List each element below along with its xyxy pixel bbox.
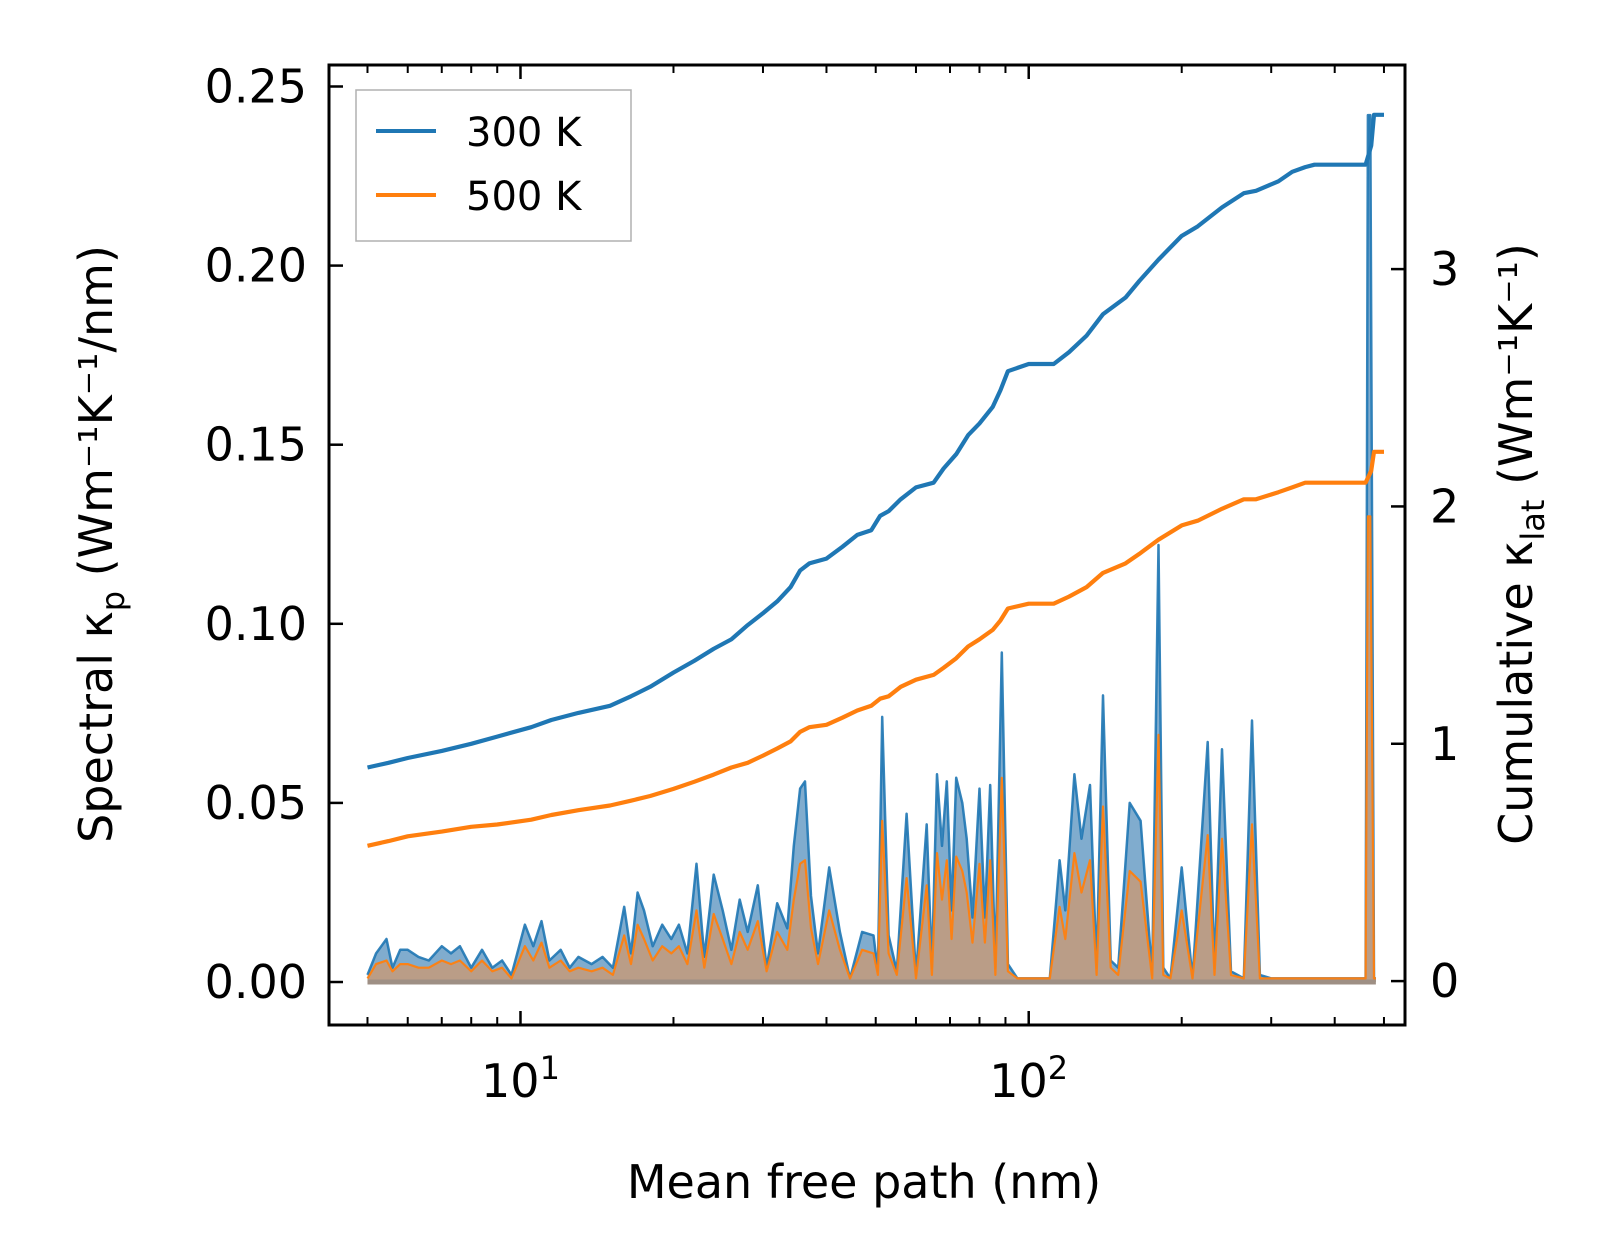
plot-frame <box>327 63 1407 1027</box>
series-500k-spectral-fill <box>367 516 1376 982</box>
series-300k-spectral-line <box>366 113 1376 980</box>
plot-area <box>366 112 1384 985</box>
y-tick-label: 0.20 <box>205 239 307 293</box>
y-tick-label: 0.00 <box>205 955 307 1009</box>
y-tick-label: 0.10 <box>205 597 307 651</box>
series-500k-cumulative-line <box>367 449 1384 848</box>
y-tick-label: 0.05 <box>205 776 307 830</box>
x-tick-label: 102 <box>989 1049 1068 1108</box>
series-500k-spectral-line <box>366 515 1376 980</box>
legend-label-300k: 300 K <box>466 110 583 156</box>
y2-tick-label: 2 <box>1430 479 1459 533</box>
y2-axis-label: Cumulative κlat (Wm⁻¹K⁻¹) <box>1489 243 1552 845</box>
ticks: 0.00 0.05 0.10 0.15 0.20 0.25 0 1 2 3 101 102 <box>205 59 1460 1108</box>
y2-tick-label: 3 <box>1430 242 1459 296</box>
series-300k-cumulative-line <box>367 112 1384 770</box>
legend-label-500k: 500 K <box>466 174 583 220</box>
y-tick-label: 0.15 <box>205 418 307 472</box>
legend-box <box>355 89 632 242</box>
y2-tick-label: 1 <box>1430 717 1459 771</box>
series-300k-spectral-fill <box>367 115 1376 983</box>
y-axis-label: Spectral κp (Wm⁻¹K⁻¹/nm) <box>69 245 132 843</box>
y-tick-label: 0.25 <box>205 59 307 113</box>
legend: 300 K 500 K <box>355 89 632 242</box>
x-axis-label: Mean free path (nm) <box>627 1155 1101 1209</box>
y2-tick-label: 0 <box>1430 954 1459 1008</box>
x-tick-label: 101 <box>481 1049 560 1108</box>
